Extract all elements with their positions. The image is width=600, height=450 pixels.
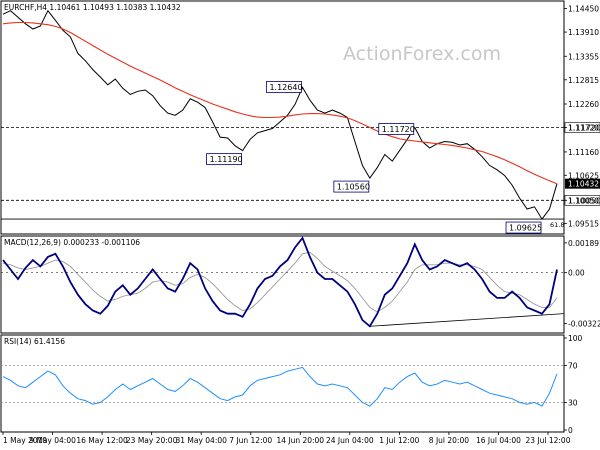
watermark: ActionForex.com (343, 43, 501, 65)
macd-tick-label-1: 0.00 (568, 269, 585, 278)
annotation-label-2: 1.11720 (382, 125, 415, 134)
price-tick-label-5: 1.11720 (568, 124, 599, 133)
annotation-label-3: 1.10560 (337, 183, 370, 192)
x-tick-label-5: 7 Jun 12:00 (229, 436, 272, 445)
rsi-tick-label-2: 30 (568, 398, 578, 407)
price-tick-label-4: 1.12260 (568, 100, 599, 109)
annotation-label-4: 1.09625 (509, 224, 542, 233)
annotation-box-0 (266, 81, 302, 93)
x-tick-label-6: 14 Jun 20:00 (276, 436, 324, 445)
annotation-label-0: 1.12640 (269, 83, 302, 92)
series-line-rsi (2, 366, 558, 407)
annotation-box-3 (333, 180, 370, 193)
annotation-box-1 (206, 153, 242, 166)
macd-y-ticks: 0.001891 0.00 -0.003228 (1, 239, 600, 329)
series-line-macd (2, 236, 558, 328)
price-tick-label-8: 1.10050 (568, 196, 599, 205)
rsi-tick-label-3: 0 (568, 426, 573, 435)
x-tick-label-0: 1 May 2019 (3, 436, 47, 445)
series-line-ma (2, 21, 558, 185)
x-tick-label-1: 9 May 04:00 (29, 436, 76, 445)
annotation-box-4 (505, 221, 542, 234)
rsi-y-ticks: 100 70 30 0 (564, 334, 583, 435)
series-line-signal (2, 251, 558, 313)
x-tick-label-8: 1 Jul 12:00 (379, 436, 419, 445)
x-tick-label-3: 23 May 20:00 (126, 436, 178, 445)
price-tick-label-6: 1.11160 (568, 148, 599, 157)
macd-tick-label-0: 0.001891 (568, 239, 600, 248)
rsi-series (1, 365, 564, 407)
price-tick-label-7: 1.10625 (568, 171, 599, 180)
macd-panel-frame (0, 235, 565, 334)
price-header: EURCHF,H4 1.10461 1.10493 1.10383 1.1043… (4, 3, 181, 12)
price-y-ticks: 1.14450 1.13910 1.13355 1.12815 1.12260 1.117… (564, 5, 599, 229)
price-series (2, 9, 558, 220)
x-tick-label-9: 8 Jul 20:00 (429, 436, 469, 445)
price-annotations: 1.12640 1.11190 1.11720 1.10560 1.09625 (206, 81, 542, 234)
price-panel-frame (0, 0, 565, 235)
price-tick-label-2: 1.13355 (568, 52, 599, 61)
price-tick-label-1: 1.13910 (568, 28, 599, 37)
x-tick-label-4: 31 May 04:00 (175, 436, 227, 445)
x-tick-label-7: 24 Jun 04:00 (326, 436, 374, 445)
series-line-eurchf (2, 9, 558, 220)
level-label-0: 1.11720 (568, 124, 600, 133)
rsi-panel-frame (0, 334, 565, 433)
macd-trendline (369, 313, 565, 327)
annotation-label-1: 1.11190 (210, 155, 243, 164)
fib-label: 61.8 (550, 221, 564, 229)
rsi-header: RSI(14) 61.4156 (4, 337, 65, 346)
current-price-box (565, 178, 600, 189)
rsi-tick-label-1: 70 (568, 362, 578, 371)
price-tick-label-3: 1.12815 (568, 76, 599, 85)
x-tick-label-11: 23 Jul 12:00 (526, 436, 571, 445)
macd-tick-label-2: -0.003228 (568, 320, 600, 329)
x-tick-label-10: 16 Jul 04:00 (476, 436, 521, 445)
macd-series (2, 236, 565, 328)
price-tick-label-9: 1.09515 (568, 220, 599, 229)
macd-header: MACD(12,26,9) 0.000233 -0.001106 (4, 238, 140, 247)
rsi-tick-label-0: 100 (568, 334, 583, 343)
price-tick-label-0: 1.14450 (568, 5, 599, 14)
level-label-1: 1.10050 (568, 196, 600, 205)
current-price-label: 1.10432 (568, 180, 599, 189)
price-levels: 1.11720 1.10050 (1, 122, 600, 220)
annotation-box-2 (378, 123, 415, 135)
x-tick-label-2: 16 May 12:00 (76, 436, 128, 445)
